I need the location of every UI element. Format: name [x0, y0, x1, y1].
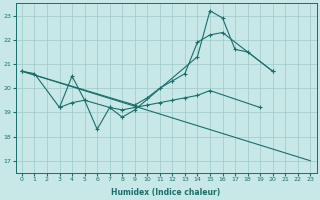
X-axis label: Humidex (Indice chaleur): Humidex (Indice chaleur): [111, 188, 221, 197]
